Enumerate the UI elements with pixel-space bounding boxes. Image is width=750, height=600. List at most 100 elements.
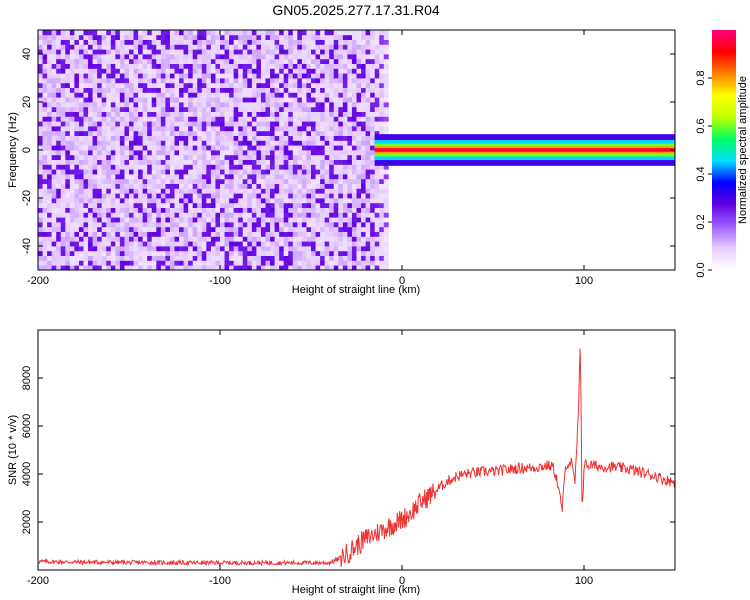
heatmap-cell — [179, 222, 184, 228]
heatmap-cell — [279, 30, 285, 36]
heatmap-cell — [51, 49, 57, 55]
heatmap-cell — [347, 150, 353, 156]
heatmap-cell — [224, 222, 230, 228]
heatmap-cell — [65, 121, 71, 127]
heatmap-cell — [370, 265, 376, 270]
heatmap-cell — [151, 255, 157, 261]
heatmap-cell — [297, 260, 303, 266]
heatmap-cell — [283, 174, 289, 180]
heatmap-cell — [179, 183, 184, 189]
heatmap-cell — [165, 102, 171, 108]
heatmap-cell — [256, 54, 262, 60]
heatmap-cell — [347, 130, 353, 136]
heatmap-cell — [356, 164, 362, 170]
heatmap-cell — [142, 68, 148, 74]
heatmap-cell — [74, 193, 80, 199]
heatmap-cell — [283, 44, 289, 50]
heatmap-cell — [169, 183, 175, 189]
heatmap-cell — [47, 78, 53, 84]
heatmap-cell — [283, 207, 289, 213]
heatmap-cell — [69, 202, 75, 208]
heatmap-cell — [183, 145, 189, 151]
heatmap-cell — [151, 183, 157, 189]
heatmap-cell — [106, 106, 112, 112]
heatmap-cell — [233, 44, 239, 50]
heatmap-cell — [83, 44, 89, 50]
heatmap-cell — [260, 154, 266, 160]
heatmap-cell — [283, 87, 289, 93]
heatmap-cell — [315, 49, 321, 55]
heatmap-cell — [83, 169, 89, 175]
heatmap-cell — [92, 111, 98, 117]
heatmap-cell — [370, 241, 376, 247]
heatmap-cell — [292, 265, 298, 270]
heatmap-cell — [65, 49, 71, 55]
heatmap-cell — [283, 39, 289, 45]
heatmap-cell — [283, 121, 289, 127]
heatmap-cell — [247, 260, 253, 266]
heatmap-cell — [220, 193, 225, 199]
heatmap-cell — [38, 260, 43, 266]
heatmap-cell — [356, 231, 362, 237]
heatmap-cell — [220, 39, 225, 45]
heatmap-cell — [365, 226, 371, 232]
heatmap-cell — [183, 260, 189, 266]
heatmap-cell — [324, 150, 330, 156]
heatmap-cell — [242, 73, 248, 79]
heatmap-cell — [315, 207, 321, 213]
heatmap-cell — [256, 34, 262, 40]
heatmap-cell — [115, 135, 121, 141]
heatmap-cell — [260, 169, 266, 175]
heatmap-cell — [97, 39, 103, 45]
heatmap-cell — [78, 82, 84, 88]
heatmap-cell — [320, 260, 326, 266]
heatmap-cell — [151, 260, 157, 266]
heatmap-cell — [220, 106, 225, 112]
heatmap-cell — [306, 121, 312, 127]
heatmap-cell — [101, 236, 107, 242]
heatmap-cell — [251, 82, 257, 88]
heatmap-cell — [151, 202, 157, 208]
heatmap-cell — [60, 30, 66, 36]
heatmap-cell — [283, 169, 289, 175]
snr-x-ticks: -200 -100 0 100 — [27, 330, 593, 587]
heatmap-cell — [129, 154, 134, 160]
heatmap-cell — [192, 30, 198, 36]
heatmap-cell — [38, 145, 43, 151]
heatmap-cell — [306, 241, 312, 247]
heatmap-cell — [197, 73, 203, 79]
heatmap-cell — [47, 145, 53, 151]
heatmap-cell — [270, 217, 275, 223]
heatmap-cell — [315, 116, 321, 122]
heatmap-cell — [78, 68, 84, 74]
heatmap-cell — [192, 140, 198, 146]
heatmap-cell — [361, 111, 366, 117]
heatmap-cell — [383, 246, 389, 252]
heatmap-cell — [256, 231, 262, 237]
heatmap-cell — [69, 111, 75, 117]
heatmap-cell — [129, 140, 134, 146]
heatmap-cell — [201, 82, 207, 88]
heatmap-cell — [374, 202, 380, 208]
heatmap-cell — [169, 63, 175, 69]
heatmap-cell — [47, 183, 53, 189]
heatmap-cell — [151, 174, 157, 180]
heatmap-cell — [311, 145, 316, 151]
heatmap-cell — [301, 121, 307, 127]
heatmap-cell — [370, 58, 376, 64]
heatmap-cell — [124, 164, 130, 170]
heatmap-cell — [374, 121, 380, 127]
heatmap-cell — [238, 58, 244, 64]
heatmap-cell — [260, 145, 266, 151]
heatmap-cell — [179, 207, 184, 213]
heatmap-cell — [365, 130, 371, 136]
heatmap-cell — [370, 169, 376, 175]
heatmap-cell — [92, 150, 98, 156]
heatmap-cell — [138, 58, 144, 64]
heatmap-cell — [320, 130, 326, 136]
heatmap-cell — [356, 78, 362, 84]
heatmap-cell — [38, 44, 43, 50]
heatmap-cell — [301, 188, 307, 194]
heatmap-cell — [206, 44, 212, 50]
heatmap-cell — [315, 265, 321, 270]
